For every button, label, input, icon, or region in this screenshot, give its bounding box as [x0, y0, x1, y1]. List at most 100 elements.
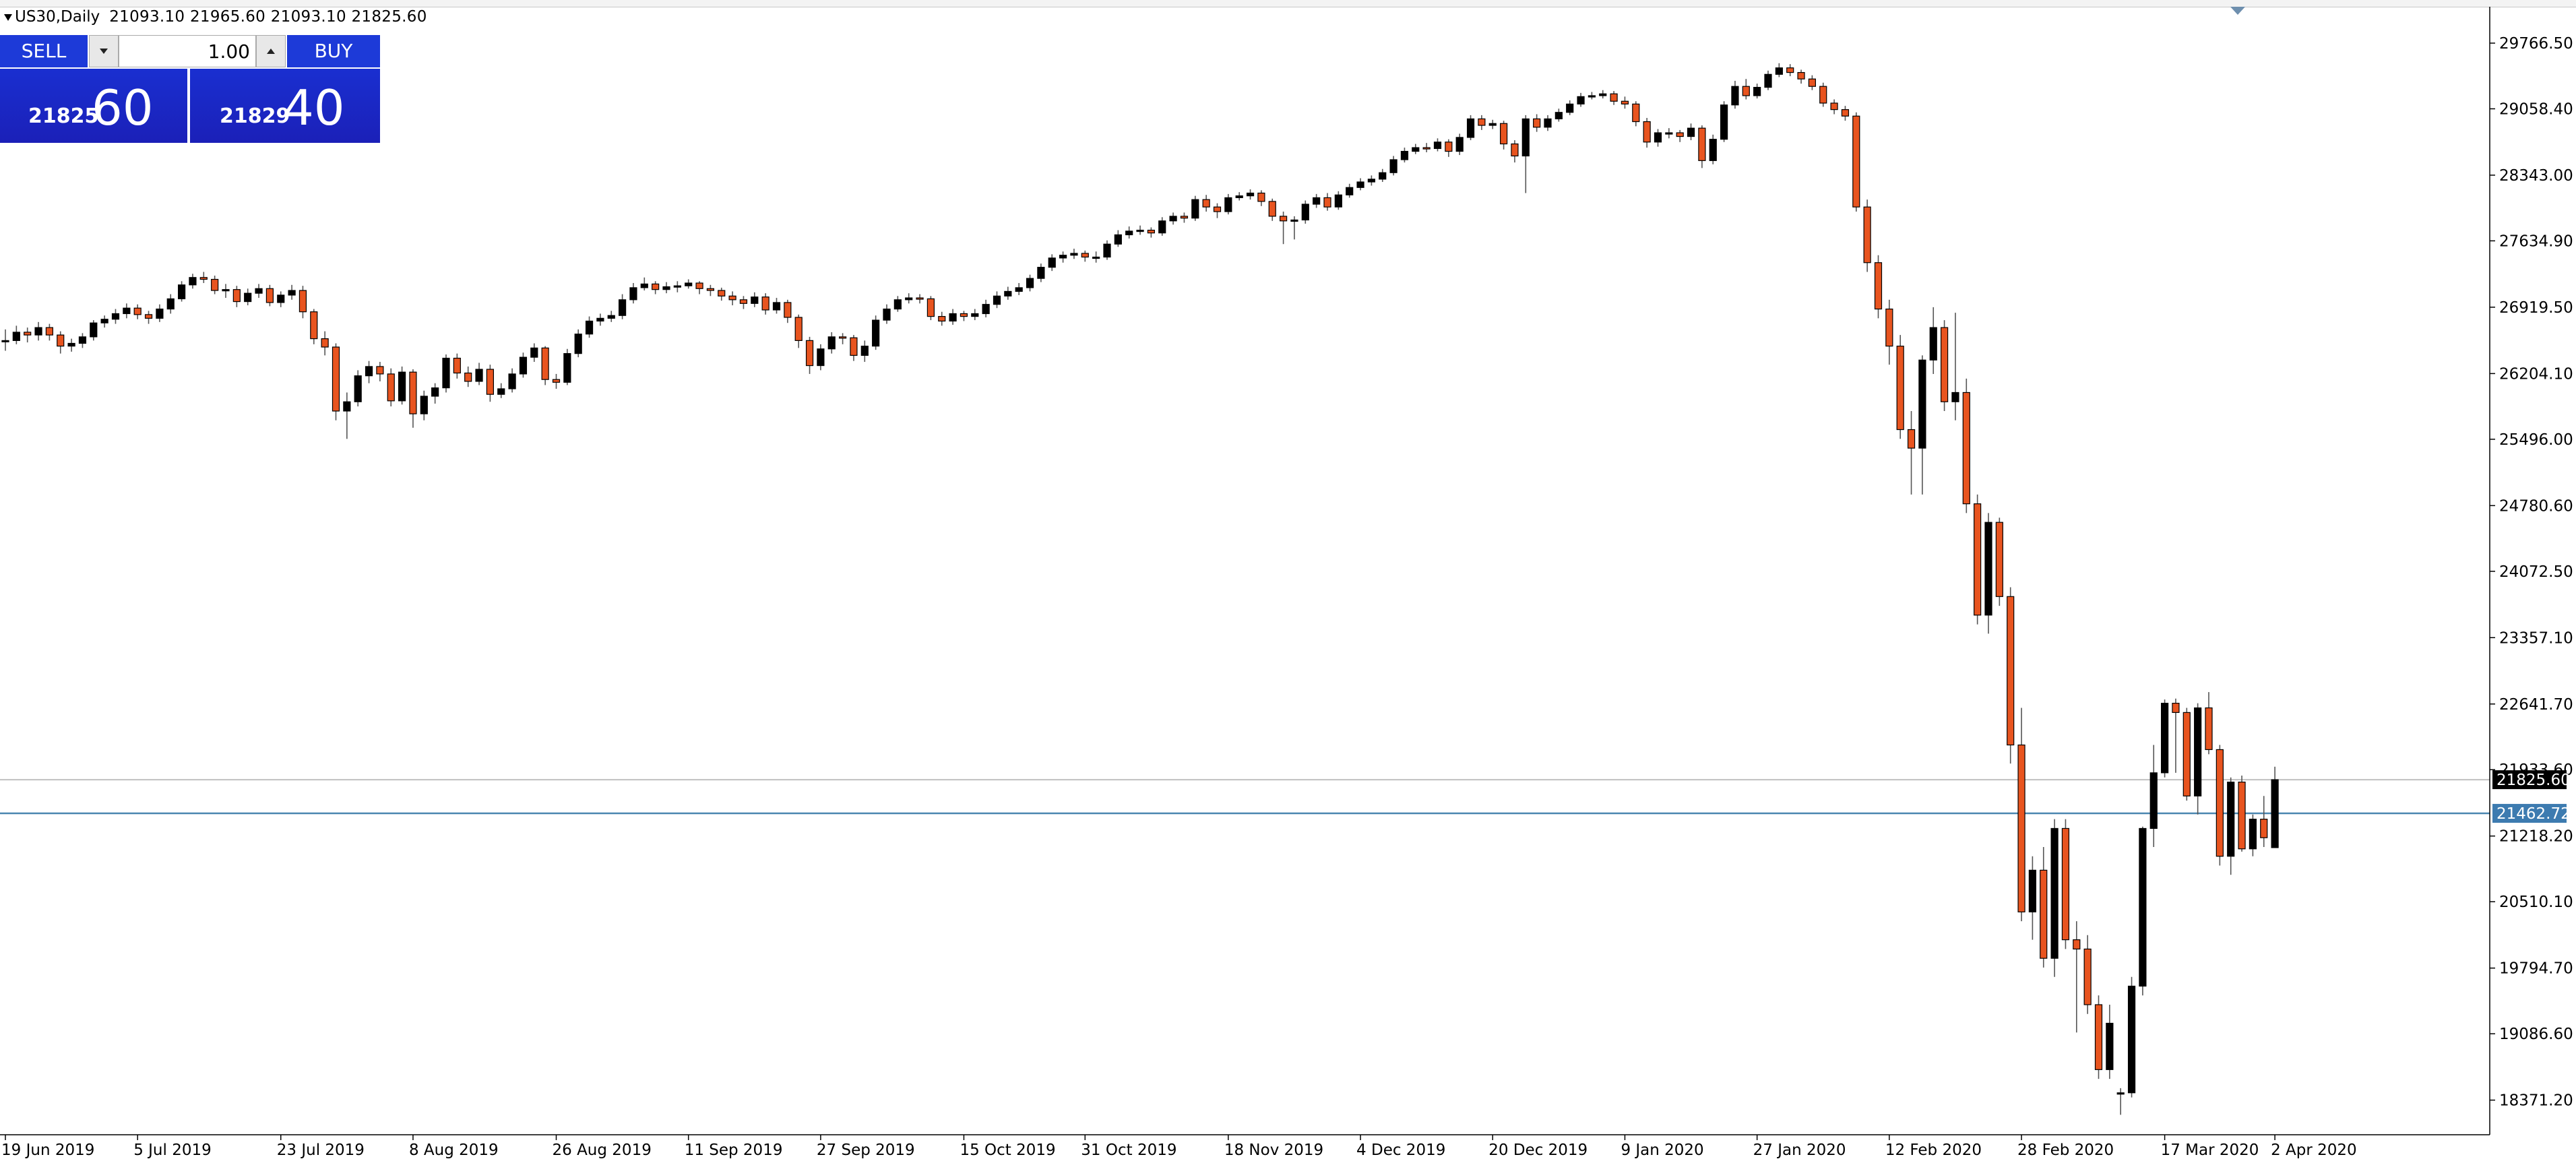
candle-body-bull	[905, 297, 913, 301]
candle-body-bear	[1268, 201, 1276, 217]
candle-body-bear	[1885, 308, 1893, 347]
candle	[464, 366, 472, 387]
candle-body-bull	[12, 332, 20, 341]
buy-button[interactable]: BUY	[287, 35, 380, 67]
lot-decrease-button[interactable]	[89, 35, 119, 67]
candle	[144, 311, 153, 324]
buy-price-box[interactable]: 21829 40	[190, 69, 380, 143]
candle	[728, 291, 736, 306]
candle-body-bull	[90, 322, 98, 338]
candle-body-bear	[299, 290, 307, 313]
candle	[1313, 193, 1321, 208]
candle	[751, 292, 759, 307]
candle-body-bear	[1874, 262, 1883, 310]
candle	[1015, 283, 1023, 295]
x-tick-label: 2 Apr 2020	[2271, 1141, 2357, 1159]
sell-price-prefix: 21825	[28, 104, 99, 128]
candle	[1191, 195, 1199, 221]
candle	[1929, 307, 1937, 374]
candle-body-bear	[938, 315, 946, 322]
candle-body-bear	[2061, 827, 2070, 941]
candle	[971, 309, 979, 321]
candle	[1874, 255, 1883, 319]
candle	[1841, 106, 1850, 121]
candle	[57, 331, 65, 354]
candle	[563, 348, 571, 385]
candle	[2260, 796, 2268, 847]
candle	[1048, 254, 1056, 272]
candle	[2182, 708, 2191, 801]
candle	[1852, 112, 1860, 212]
candle-body-bear	[695, 282, 703, 289]
candle	[1070, 249, 1078, 259]
candle	[387, 368, 395, 407]
y-tick-label: 28343.00	[2499, 167, 2573, 185]
x-tick-label: 31 Oct 2019	[1081, 1141, 1176, 1159]
candle	[2094, 995, 2103, 1079]
candle	[2028, 856, 2036, 940]
candle-body-bull	[1709, 139, 1717, 161]
candle	[1389, 156, 1397, 176]
candle	[673, 281, 681, 292]
candle-body-bear	[1500, 123, 1508, 145]
candle	[574, 329, 582, 358]
y-tick-label: 23357.10	[2499, 629, 2573, 647]
candle	[1500, 121, 1508, 150]
candle-body-bear	[2172, 703, 2180, 713]
candle	[111, 309, 120, 324]
candle	[2116, 1088, 2125, 1115]
y-tick-label: 24780.60	[2499, 497, 2573, 515]
candle	[938, 311, 946, 326]
candle	[1907, 411, 1916, 495]
candle-body-bull	[685, 282, 693, 286]
shift-marker-icon[interactable]	[2230, 7, 2245, 15]
candle-body-bull	[365, 366, 373, 377]
candle	[1279, 212, 1288, 245]
sell-price-box[interactable]: 21825 60	[0, 69, 187, 143]
candle	[1257, 190, 1265, 206]
candle-body-bear	[486, 369, 495, 395]
candle-body-bull	[2028, 869, 2036, 912]
candle	[90, 320, 98, 341]
candle-body-bull	[1356, 181, 1364, 188]
candle-body-bear	[2205, 707, 2213, 751]
candle-body-bull	[1753, 86, 1761, 96]
candle-body-bull	[420, 396, 428, 414]
candle-body-bear	[265, 288, 274, 303]
candle-body-bull	[1599, 93, 1607, 96]
candle-body-bull	[893, 299, 902, 310]
candle	[1466, 115, 1475, 141]
candle	[12, 325, 20, 344]
candle-body-bull	[78, 336, 87, 344]
x-tick-label: 19 Jun 2019	[1, 1141, 94, 1159]
candle-body-bull	[2106, 1022, 2114, 1070]
lot-increase-button[interactable]	[256, 35, 286, 67]
x-tick-label: 4 Dec 2019	[1356, 1141, 1445, 1159]
lot-size-input[interactable]	[119, 35, 256, 67]
candle-body-bull	[1367, 179, 1376, 183]
x-tick-label: 28 Feb 2020	[2017, 1141, 2114, 1159]
candle-body-bull	[1951, 391, 1959, 402]
candle	[1180, 212, 1189, 223]
x-tick-label: 9 Jan 2020	[1621, 1141, 1703, 1159]
candle	[850, 335, 858, 361]
candle	[1268, 198, 1276, 221]
candle-body-bull	[1720, 104, 1728, 140]
candle-body-bull	[1, 340, 9, 342]
candle-body-bear	[45, 327, 54, 336]
sell-button[interactable]: SELL	[0, 35, 88, 67]
candle-body-bull	[1918, 359, 1926, 449]
candle	[1379, 168, 1387, 182]
candle	[1687, 123, 1695, 141]
dropdown-triangle-icon[interactable]	[4, 13, 12, 21]
candle	[893, 296, 902, 312]
y-tick-label: 19086.60	[2499, 1026, 2573, 1043]
candle-body-bull	[1379, 172, 1387, 180]
candle-body-bear	[1698, 127, 1706, 161]
candle	[299, 286, 307, 319]
candle	[2161, 699, 2169, 778]
candle-body-bear	[2007, 596, 2015, 746]
candle	[497, 383, 505, 398]
candle	[354, 370, 362, 407]
